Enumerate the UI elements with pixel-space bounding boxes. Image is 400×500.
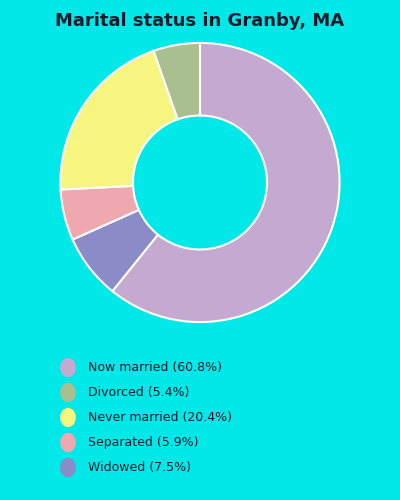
- Text: Separated (5.9%): Separated (5.9%): [88, 436, 198, 449]
- Wedge shape: [60, 186, 139, 240]
- Text: Marital status in Granby, MA: Marital status in Granby, MA: [56, 12, 344, 30]
- Wedge shape: [73, 210, 158, 291]
- Text: Never married (20.4%): Never married (20.4%): [88, 411, 232, 424]
- Text: Divorced (5.4%): Divorced (5.4%): [88, 386, 189, 399]
- Text: Widowed (7.5%): Widowed (7.5%): [88, 461, 191, 474]
- Wedge shape: [60, 51, 178, 190]
- Wedge shape: [112, 43, 340, 322]
- Text: Now married (60.8%): Now married (60.8%): [88, 361, 222, 374]
- Wedge shape: [154, 43, 200, 120]
